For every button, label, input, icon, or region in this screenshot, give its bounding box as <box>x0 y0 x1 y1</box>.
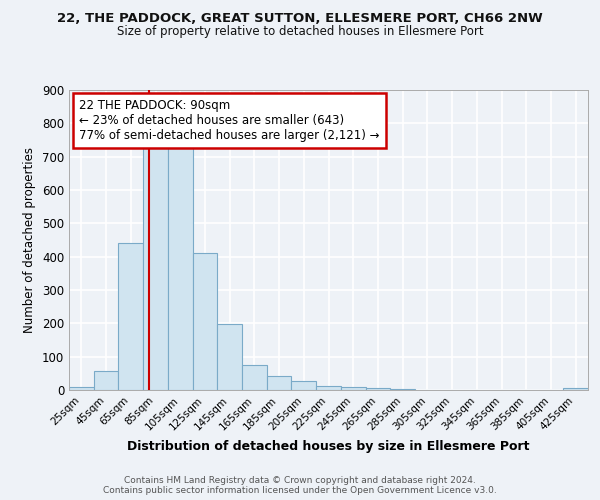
Bar <box>217 324 242 390</box>
Bar <box>242 365 267 390</box>
Text: 22 THE PADDOCK: 90sqm
← 23% of detached houses are smaller (643)
77% of semi-det: 22 THE PADDOCK: 90sqm ← 23% of detached … <box>79 99 380 142</box>
Bar <box>193 254 217 390</box>
Text: 22, THE PADDOCK, GREAT SUTTON, ELLESMERE PORT, CH66 2NW: 22, THE PADDOCK, GREAT SUTTON, ELLESMERE… <box>57 12 543 26</box>
Bar <box>94 370 118 390</box>
Bar <box>365 388 390 390</box>
Bar <box>69 386 94 390</box>
Bar <box>267 376 292 390</box>
Y-axis label: Number of detached properties: Number of detached properties <box>23 147 37 333</box>
Bar <box>118 244 143 390</box>
Text: Contains HM Land Registry data © Crown copyright and database right 2024.
Contai: Contains HM Land Registry data © Crown c… <box>103 476 497 495</box>
Bar <box>168 140 193 390</box>
Text: Size of property relative to detached houses in Ellesmere Port: Size of property relative to detached ho… <box>116 25 484 38</box>
Bar <box>341 388 365 390</box>
Bar <box>316 386 341 390</box>
Bar <box>563 388 588 390</box>
Bar <box>143 138 168 390</box>
X-axis label: Distribution of detached houses by size in Ellesmere Port: Distribution of detached houses by size … <box>127 440 530 453</box>
Bar <box>292 381 316 390</box>
